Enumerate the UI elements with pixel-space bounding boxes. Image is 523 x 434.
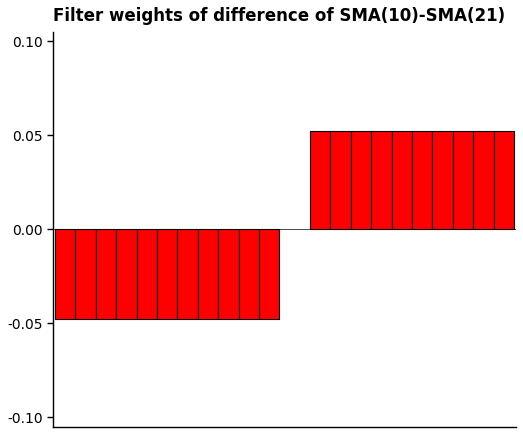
- Bar: [351, 131, 371, 229]
- Bar: [177, 229, 198, 319]
- Bar: [238, 229, 259, 319]
- Bar: [259, 229, 279, 319]
- Bar: [453, 131, 473, 229]
- Bar: [331, 131, 351, 229]
- Bar: [55, 229, 75, 319]
- Bar: [116, 229, 137, 319]
- Bar: [96, 229, 116, 319]
- Bar: [75, 229, 96, 319]
- Bar: [494, 131, 514, 229]
- Bar: [412, 131, 433, 229]
- Bar: [198, 229, 218, 319]
- Bar: [392, 131, 412, 229]
- Text: Filter weights of difference of SMA(10)-SMA(21): Filter weights of difference of SMA(10)-…: [53, 7, 505, 25]
- Bar: [157, 229, 177, 319]
- Bar: [473, 131, 494, 229]
- Bar: [371, 131, 392, 229]
- Bar: [218, 229, 238, 319]
- Bar: [137, 229, 157, 319]
- Bar: [310, 131, 331, 229]
- Bar: [433, 131, 453, 229]
